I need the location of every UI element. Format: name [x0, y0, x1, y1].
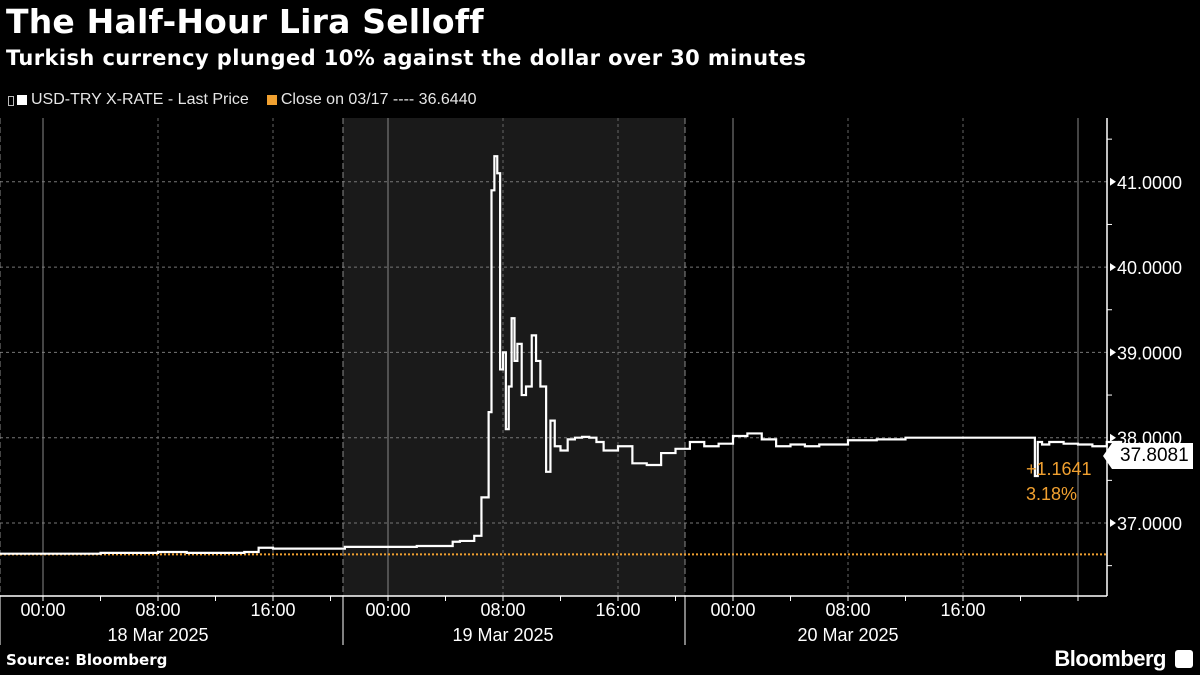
legend: USD-TRY X-RATE - Last Price Close on 03/… — [8, 91, 495, 109]
svg-text:00:00: 00:00 — [710, 600, 755, 620]
svg-text:20 Mar 2025: 20 Mar 2025 — [797, 625, 898, 645]
legend-item-last-price: USD-TRY X-RATE - Last Price — [8, 91, 249, 109]
source-note: Source: Bloomberg — [6, 651, 168, 669]
svg-text:19 Mar 2025: 19 Mar 2025 — [452, 625, 553, 645]
legend-swatch-orange — [266, 95, 277, 105]
svg-text:40.0000: 40.0000 — [1117, 258, 1182, 278]
svg-text:39.0000: 39.0000 — [1117, 343, 1182, 363]
svg-text:08:00: 08:00 — [135, 600, 180, 620]
svg-text:08:00: 08:00 — [825, 600, 870, 620]
svg-text:18 Mar 2025: 18 Mar 2025 — [107, 625, 208, 645]
chart-title: The Half-Hour Lira Selloff — [6, 2, 484, 41]
legend-label-close: Close on 03/17 ---- 36.6440 — [280, 91, 477, 108]
svg-text:16:00: 16:00 — [940, 600, 985, 620]
svg-text:00:00: 00:00 — [365, 600, 410, 620]
svg-text:16:00: 16:00 — [250, 600, 295, 620]
svg-text:16:00: 16:00 — [595, 600, 640, 620]
bloomberg-chart-icon — [1175, 650, 1193, 668]
bloomberg-logo: Bloomberg — [1054, 646, 1166, 671]
svg-text:41.0000: 41.0000 — [1117, 173, 1182, 193]
svg-text:00:00: 00:00 — [20, 600, 65, 620]
legend-label-series: USD-TRY X-RATE - Last Price — [31, 91, 249, 108]
svg-text:08:00: 08:00 — [480, 600, 525, 620]
change-percent: 3.18% — [1026, 484, 1078, 504]
legend-swatch-white — [17, 95, 27, 105]
chart-subtitle: Turkish currency plunged 10% against the… — [6, 46, 807, 70]
legend-toggle-icon[interactable] — [8, 96, 14, 106]
legend-item-close: Close on 03/17 ---- 36.6440 — [266, 91, 477, 109]
change-value: +1.1641 — [1026, 459, 1092, 479]
last-price-label: 37.8081 — [1103, 443, 1193, 469]
svg-text:37.0000: 37.0000 — [1117, 514, 1182, 534]
